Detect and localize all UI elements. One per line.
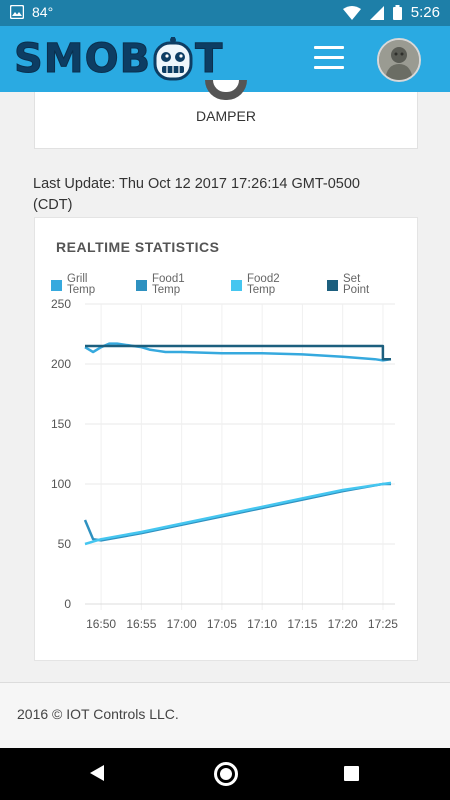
realtime-statistics-card: REALTIME STATISTICS Grill Temp Food1 Temp … xyxy=(34,217,418,661)
x-tick-label: 17:10 xyxy=(247,617,277,631)
legend-swatch-grill xyxy=(51,280,62,291)
x-tick-label: 16:50 xyxy=(86,617,116,631)
battery-icon xyxy=(392,5,402,20)
series-line-food2-temp xyxy=(84,481,392,546)
series-line-grill-temp xyxy=(84,342,392,362)
legend-swatch-food1 xyxy=(136,280,147,291)
legend-item-food1-temp[interactable]: Food1 Temp xyxy=(136,273,185,296)
x-tick-label: 17:00 xyxy=(167,617,197,631)
legend-label: Grill xyxy=(67,273,88,285)
temperature-readout: 84° xyxy=(32,4,54,20)
stats-title: REALTIME STATISTICS xyxy=(56,239,220,255)
legend-item-food2-temp[interactable]: Food2 Temp xyxy=(231,273,280,296)
status-bar: 84° 5:26 xyxy=(0,0,450,26)
y-tick-label: 200 xyxy=(51,357,71,371)
recent-apps-icon[interactable] xyxy=(344,766,359,781)
x-tick-label: 17:05 xyxy=(207,617,237,631)
footer-copyright: 2016 © IOT Controls LLC. xyxy=(17,706,179,722)
legend-label: Temp xyxy=(247,284,276,296)
smobot-logo[interactable]: SMOB T xyxy=(13,36,224,83)
x-tick-label: 17:20 xyxy=(328,617,358,631)
clock: 5:26 xyxy=(410,4,440,21)
x-tick-label: 17:15 xyxy=(287,617,317,631)
legend-label: Temp xyxy=(152,284,181,296)
chart-legend: Grill Temp Food1 Temp Food2 Temp Set Point xyxy=(51,273,411,298)
image-notification-icon xyxy=(10,5,24,19)
last-update-text: Last Update: Thu Oct 12 2017 17:26:14 GM… xyxy=(33,176,361,213)
y-tick-label: 250 xyxy=(51,297,71,311)
series-line-set-point xyxy=(85,344,391,361)
logo-text-right: T xyxy=(195,36,224,83)
app-bar: SMOB T xyxy=(0,26,450,92)
damper-label: DAMPER xyxy=(196,108,256,124)
legend-label: Point xyxy=(343,284,370,296)
signal-icon xyxy=(369,5,384,20)
home-icon[interactable] xyxy=(214,762,238,786)
y-tick-label: 0 xyxy=(64,597,71,611)
legend-item-grill-temp[interactable]: Grill Temp xyxy=(51,273,96,296)
wifi-icon xyxy=(342,5,361,20)
temperature-chart: 0 50 100 150 200 250 16:50 16:55 17:00 17:05 17:10… xyxy=(51,297,398,631)
footer: 2016 © IOT Controls LLC. xyxy=(0,682,450,749)
damper-dial-icon xyxy=(205,80,247,100)
x-tick-label: 17:25 xyxy=(368,617,398,631)
legend-label: Set xyxy=(343,273,361,285)
logo-text-left: SMOB xyxy=(13,36,152,83)
user-avatar[interactable] xyxy=(377,38,421,82)
hamburger-menu-icon[interactable] xyxy=(314,46,344,70)
legend-label: Food1 xyxy=(152,273,185,285)
damper-card: DAMPER xyxy=(34,80,418,149)
y-tick-label: 150 xyxy=(51,417,71,431)
back-icon[interactable] xyxy=(90,765,104,781)
avatar-image xyxy=(379,40,419,80)
x-tick-label: 16:55 xyxy=(126,617,156,631)
legend-label: Food2 xyxy=(247,273,280,285)
legend-item-set-point[interactable]: Set Point xyxy=(327,273,370,296)
system-nav-bar xyxy=(0,748,450,800)
y-tick-label: 50 xyxy=(58,537,72,551)
legend-label: Temp xyxy=(67,284,96,296)
y-tick-label: 100 xyxy=(51,477,71,491)
robot-head-icon xyxy=(153,37,193,81)
legend-swatch-setpoint xyxy=(327,280,338,291)
main-content: DAMPER Last Update: Thu Oct 12 2017 17:2… xyxy=(0,80,450,682)
legend-swatch-food2 xyxy=(231,280,242,291)
